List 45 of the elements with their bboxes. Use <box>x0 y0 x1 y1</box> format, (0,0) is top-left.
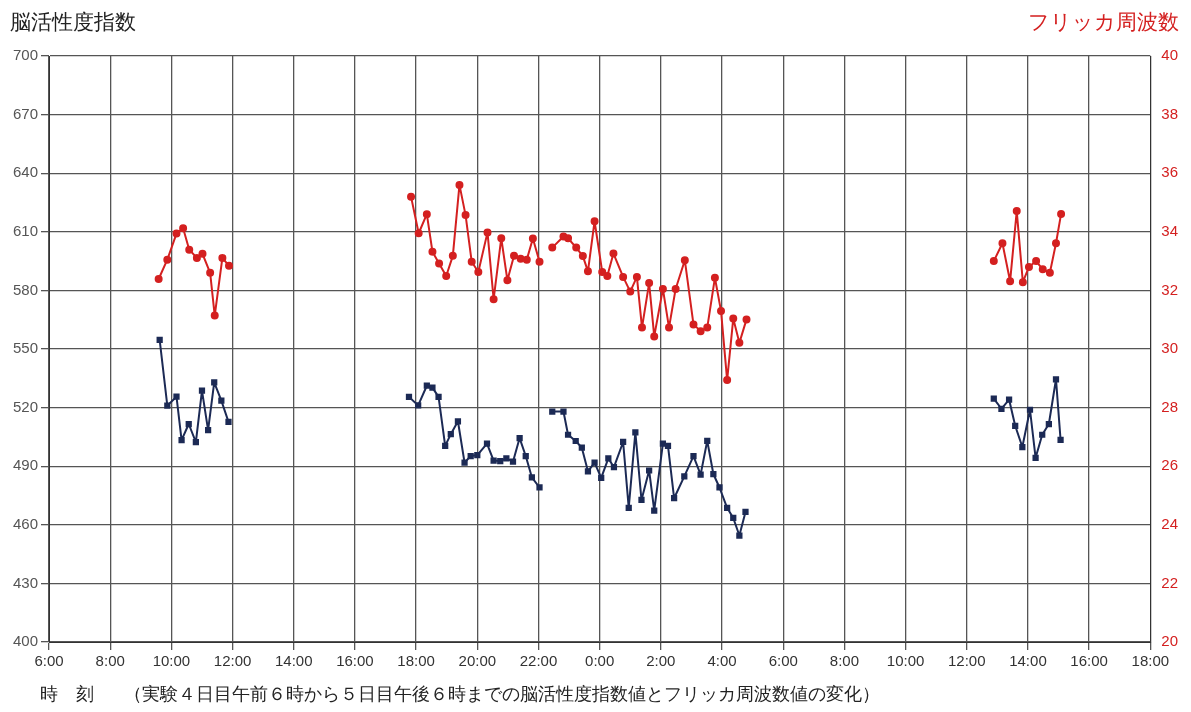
x-tick-label: 10:00 <box>152 652 191 670</box>
y-tick-label: 610 <box>13 221 39 239</box>
y2-tick-label: 28 <box>1161 397 1178 415</box>
y2-tick-label: 36 <box>1161 163 1178 181</box>
y-tick-label: 550 <box>13 339 39 357</box>
text: （実験４日目午前６時から５日目午後６時までの脳活性度指数値とフリッカ周波数値の変化） <box>124 683 880 704</box>
x-tick-label: 6:00 <box>768 652 798 670</box>
y-tick-label: 520 <box>13 397 39 415</box>
x-tick-label: 18:00 <box>1131 652 1170 670</box>
x-tick-label: 0:00 <box>585 652 615 670</box>
y-tick-label: 700 <box>13 46 39 64</box>
x-axis-title: 時 刻 <box>40 683 94 704</box>
y2-tick-label: 30 <box>1161 339 1178 357</box>
y2-tick-label: 32 <box>1161 280 1178 298</box>
y-tick-label: 580 <box>13 280 39 298</box>
x-tick-label: 10:00 <box>886 652 925 670</box>
x-tick-label: 12:00 <box>947 652 986 670</box>
y2-tick-label: 24 <box>1161 514 1178 532</box>
x-tick-label: 20:00 <box>458 652 497 670</box>
y-tick-label: 400 <box>13 632 39 650</box>
y-axis-title: 脳活性度指数 <box>10 9 136 36</box>
x-tick-label: 14:00 <box>274 652 313 670</box>
y-tick-label: 430 <box>13 573 39 591</box>
y-tick-label: 670 <box>13 104 39 122</box>
y2-tick-label: 38 <box>1161 104 1178 122</box>
x-tick-label: 16:00 <box>1070 652 1108 670</box>
x-tick-label: 12:00 <box>213 652 252 670</box>
y2-tick-label: 26 <box>1161 456 1178 474</box>
x-tick-label: 22:00 <box>519 652 558 670</box>
y-tick-label: 460 <box>13 514 39 532</box>
x-tick-label: 6:00 <box>34 652 64 670</box>
y2-tick-label: 22 <box>1161 573 1178 591</box>
x-tick-label: 8:00 <box>829 652 859 670</box>
y2-axis-title: フリッカ周波数 <box>1028 9 1179 36</box>
x-tick-label: 2:00 <box>646 652 676 670</box>
x-tick-label: 18:00 <box>397 652 435 670</box>
y2-tick-label: 40 <box>1161 46 1178 64</box>
y-tick-label: 640 <box>13 163 39 181</box>
x-tick-label: 16:00 <box>336 652 374 670</box>
x-tick-label: 14:00 <box>1009 652 1047 670</box>
y2-tick-label: 34 <box>1161 221 1178 239</box>
x-tick-label: 4:00 <box>707 652 737 670</box>
x-tick-label: 8:00 <box>95 652 125 670</box>
y2-tick-label: 20 <box>1161 632 1178 650</box>
y-tick-label: 490 <box>13 456 39 474</box>
